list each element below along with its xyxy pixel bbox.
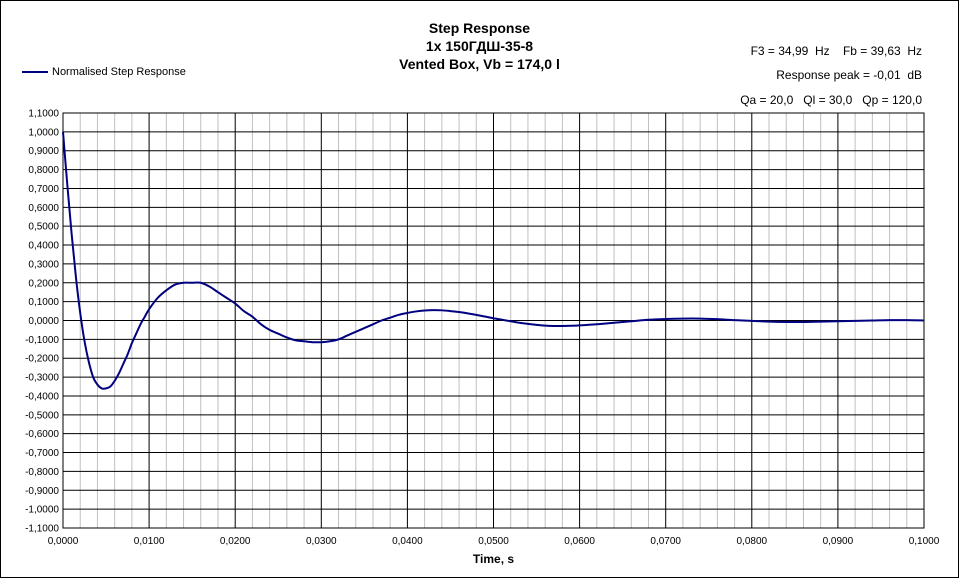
y-tick-label: -0,5000 [25, 410, 59, 421]
legend-swatch [22, 71, 48, 73]
y-tick-label: 0,1000 [28, 297, 59, 308]
y-tick-label: 0,2000 [28, 278, 59, 289]
x-axis-label: Time, s [473, 552, 514, 566]
y-tick-label: 0,7000 [28, 184, 59, 195]
y-tick-label: 0,9000 [28, 146, 59, 157]
x-tick-label: 0,0300 [306, 536, 337, 547]
y-tick-label: -0,3000 [25, 373, 59, 384]
y-tick-label: -0,2000 [25, 354, 59, 365]
chart-legend: Normalised Step Response [22, 66, 186, 78]
y-tick-label: -1,1000 [25, 524, 59, 535]
x-tick-label: 0,0500 [478, 536, 509, 547]
info-q-values: Qa = 20,0 Ql = 30,0 Qp = 120,0 [740, 93, 922, 107]
x-tick-label: 0,0800 [737, 536, 768, 547]
legend-label: Normalised Step Response [52, 66, 186, 78]
y-tick-label: 0,6000 [28, 203, 59, 214]
y-tick-label: -1,0000 [25, 505, 59, 516]
series-line-normalised-step-response [62, 131, 925, 390]
x-tick-label: 0,0100 [134, 536, 165, 547]
info-response-peak: Response peak = -0,01 dB [776, 68, 922, 82]
y-tick-label: -0,1000 [25, 335, 59, 346]
y-tick-label: -0,7000 [25, 448, 59, 459]
y-tick-label: -0,4000 [25, 391, 59, 402]
chart-title-line-3: Vented Box, Vb = 174,0 l [399, 56, 560, 72]
y-tick-label: -0,8000 [25, 467, 59, 478]
y-tick-label: 1,0000 [28, 127, 59, 138]
y-tick-label: 0,8000 [28, 165, 59, 176]
x-tick-label: 0,0200 [220, 536, 251, 547]
y-tick-label: 1,1000 [28, 109, 59, 120]
info-f3-fb: F3 = 34,99 Hz Fb = 39,63 Hz [750, 44, 922, 58]
x-tick-label: 0,0400 [392, 536, 423, 547]
y-tick-label: 0,3000 [28, 259, 59, 270]
x-tick-label: 0,0900 [823, 536, 854, 547]
chart-title-line-1: Step Response [428, 20, 531, 36]
chart-title-line-2: 1x 150ГДШ-35-8 [425, 38, 534, 54]
y-tick-label: -0,9000 [25, 486, 59, 497]
y-tick-label: -0,6000 [25, 429, 59, 440]
x-tick-label: 0,0600 [564, 536, 595, 547]
y-tick-label: 0,0000 [28, 316, 59, 327]
x-tick-label: 0,0000 [48, 536, 79, 547]
x-tick-label: 0,1000 [909, 536, 940, 547]
y-tick-label: 0,5000 [28, 222, 59, 233]
y-tick-label: 0,4000 [28, 241, 59, 252]
x-tick-label: 0,0700 [650, 536, 681, 547]
